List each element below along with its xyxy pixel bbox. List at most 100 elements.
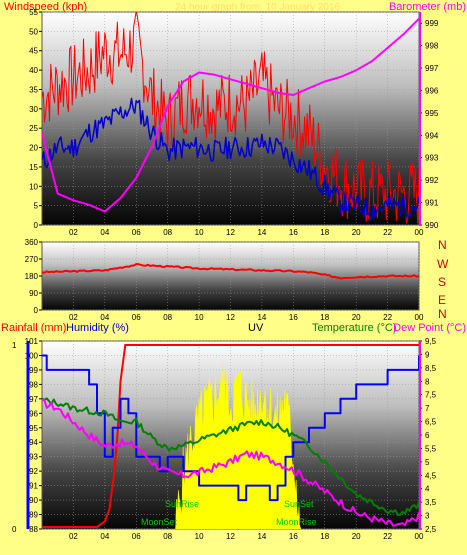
wind-series — [42, 12, 419, 224]
uv-axis-label: UV — [248, 322, 264, 334]
dir-y-tick-label: 180 — [25, 272, 39, 281]
humidity-y-tick-label: 94 — [29, 438, 38, 447]
temperature-line — [42, 397, 419, 516]
temp-y-tick-label: 5 — [425, 458, 430, 467]
wind-x-tick-label: 18 — [320, 228, 329, 237]
bottom-x-tick-label: 14 — [257, 532, 266, 541]
wind-right-y-tick-label: 993 — [425, 154, 439, 163]
wind-x-tick-label: 16 — [289, 228, 298, 237]
graph-title: 24 hour graph from: 10 January 2016 — [175, 2, 341, 13]
dir-letter-n: N — [438, 238, 447, 252]
wind-right-y-tick-label: 998 — [425, 42, 439, 51]
humidity-y-tick-label: 96 — [29, 409, 38, 418]
bottom-x-tick-label: 10 — [195, 532, 204, 541]
wind-left-y-tick-label: 30 — [29, 105, 38, 114]
wind-left-y-tick-label: 45 — [29, 47, 38, 56]
bottom-x-tick-label: 06 — [132, 532, 141, 541]
humidity-y-tick-label: 101 — [25, 337, 39, 346]
wind-x-tick-label: 00 — [415, 228, 424, 237]
wind-right-y-tick-label: 995 — [425, 109, 439, 118]
dir-x-tick-label: 20 — [352, 313, 361, 322]
wind-right-y-tick-label: 992 — [425, 176, 439, 185]
moonrise-label: MoonRise — [276, 517, 317, 527]
temp-y-tick-label: 4,5 — [425, 471, 437, 480]
wind-left-y-tick-label: 40 — [29, 66, 38, 75]
sunset-label: SunSet — [284, 499, 314, 509]
wind-x-tick-label: 10 — [195, 228, 204, 237]
temp-y-tick-label: 9 — [425, 350, 430, 359]
bottom-x-tick-label: 08 — [163, 532, 172, 541]
dir-x-tick-label: 00 — [415, 313, 424, 322]
wind-right-y-tick-label: 999 — [425, 19, 439, 28]
dir-x-tick-label: 18 — [320, 313, 329, 322]
temp-y-tick-label: 5,5 — [425, 444, 437, 453]
sunrise-label: SunRise — [165, 499, 199, 509]
wind-left-y-tick-label: 35 — [29, 85, 38, 94]
temp-y-tick-label: 2,5 — [425, 525, 437, 534]
wind-x-tick-label: 02 — [69, 228, 78, 237]
bottom-x-tick-label: 22 — [383, 532, 392, 541]
wind-right-y-tick-label: 997 — [425, 64, 439, 73]
barometer-axis-label: Barometer (mb) — [389, 1, 466, 13]
windspeed-axis-label: Windspeed (kph) — [4, 1, 87, 13]
temp-y-tick-label: 4 — [425, 485, 430, 494]
humidity-y-tick-label: 97 — [29, 395, 38, 404]
axes: 02 04 06 08 10 12 14 16 18 20 22 000510152025303540… — [12, 8, 439, 541]
wind-left-y-tick-label: 10 — [29, 182, 38, 191]
temp-y-tick-label: 8,5 — [425, 364, 437, 373]
dir-y-tick-label: 90 — [29, 289, 38, 298]
dir-letter-e: E — [438, 293, 446, 307]
dir-y-tick-label: 0 — [34, 306, 39, 315]
dir-x-tick-label: 08 — [163, 313, 172, 322]
moonset-label: MoonSet — [141, 517, 178, 527]
bottom-x-tick-label: 02 — [69, 532, 78, 541]
wind-direction-line — [42, 263, 419, 280]
humidity-y-tick-label: 92 — [29, 467, 38, 476]
wind-x-tick-label: 04 — [100, 228, 109, 237]
wind-x-tick-label: 06 — [132, 228, 141, 237]
rain-temp-series — [42, 344, 419, 528]
dir-letter-n2: N — [438, 307, 447, 321]
dir-x-tick-label: 16 — [289, 313, 298, 322]
temp-y-tick-label: 6,5 — [425, 418, 437, 427]
dir-x-tick-label: 06 — [132, 313, 141, 322]
humidity-y-tick-label: 88 — [29, 525, 38, 534]
bottom-x-tick-label: 00 — [415, 532, 424, 541]
temp-y-tick-label: 3,5 — [425, 498, 437, 507]
wind-gust-line — [42, 12, 419, 224]
humidity-y-tick-label: 95 — [29, 424, 38, 433]
wind-x-tick-label: 14 — [257, 228, 266, 237]
wind-left-y-tick-label: 50 — [29, 27, 38, 36]
humidity-y-tick-label: 93 — [29, 453, 38, 462]
temp-y-tick-label: 9,5 — [425, 337, 437, 346]
temp-y-tick-label: 3 — [425, 512, 430, 521]
wind-left-y-tick-label: 20 — [29, 144, 38, 153]
wind-right-y-tick-label: 991 — [425, 199, 439, 208]
temp-y-tick-label: 8 — [425, 377, 430, 386]
dir-y-tick-label: 270 — [25, 255, 39, 264]
dir-x-tick-label: 14 — [257, 313, 266, 322]
wind-right-y-tick-label: 996 — [425, 86, 439, 95]
dir-x-tick-label: 12 — [226, 313, 235, 322]
temp-y-tick-label: 7 — [425, 404, 430, 413]
dir-y-tick-label: 360 — [25, 238, 39, 247]
humidity-y-tick-label: 100 — [25, 351, 39, 360]
bottom-x-tick-label: 04 — [100, 532, 109, 541]
wind-right-y-tick-label: 994 — [425, 131, 439, 140]
wind-left-y-tick-label: 25 — [29, 124, 38, 133]
bottom-x-tick-label: 20 — [352, 532, 361, 541]
wind-left-y-tick-label: 0 — [34, 221, 39, 230]
humidity-y-tick-label: 99 — [29, 366, 38, 375]
dewpoint-line — [42, 398, 419, 527]
wind-x-tick-label: 12 — [226, 228, 235, 237]
dir-letter-w: W — [437, 257, 449, 271]
direction-series — [42, 263, 419, 280]
wind-x-tick-label: 20 — [352, 228, 361, 237]
temperature-axis-label: Temperature (°C) — [312, 322, 396, 334]
dir-letter-s: S — [438, 275, 446, 289]
wind-average-line — [42, 97, 419, 220]
temp-y-tick-label: 6 — [425, 431, 430, 440]
humidity-y-tick-label: 98 — [29, 380, 38, 389]
humidity-axis-label: Humidity (%) — [66, 322, 129, 334]
